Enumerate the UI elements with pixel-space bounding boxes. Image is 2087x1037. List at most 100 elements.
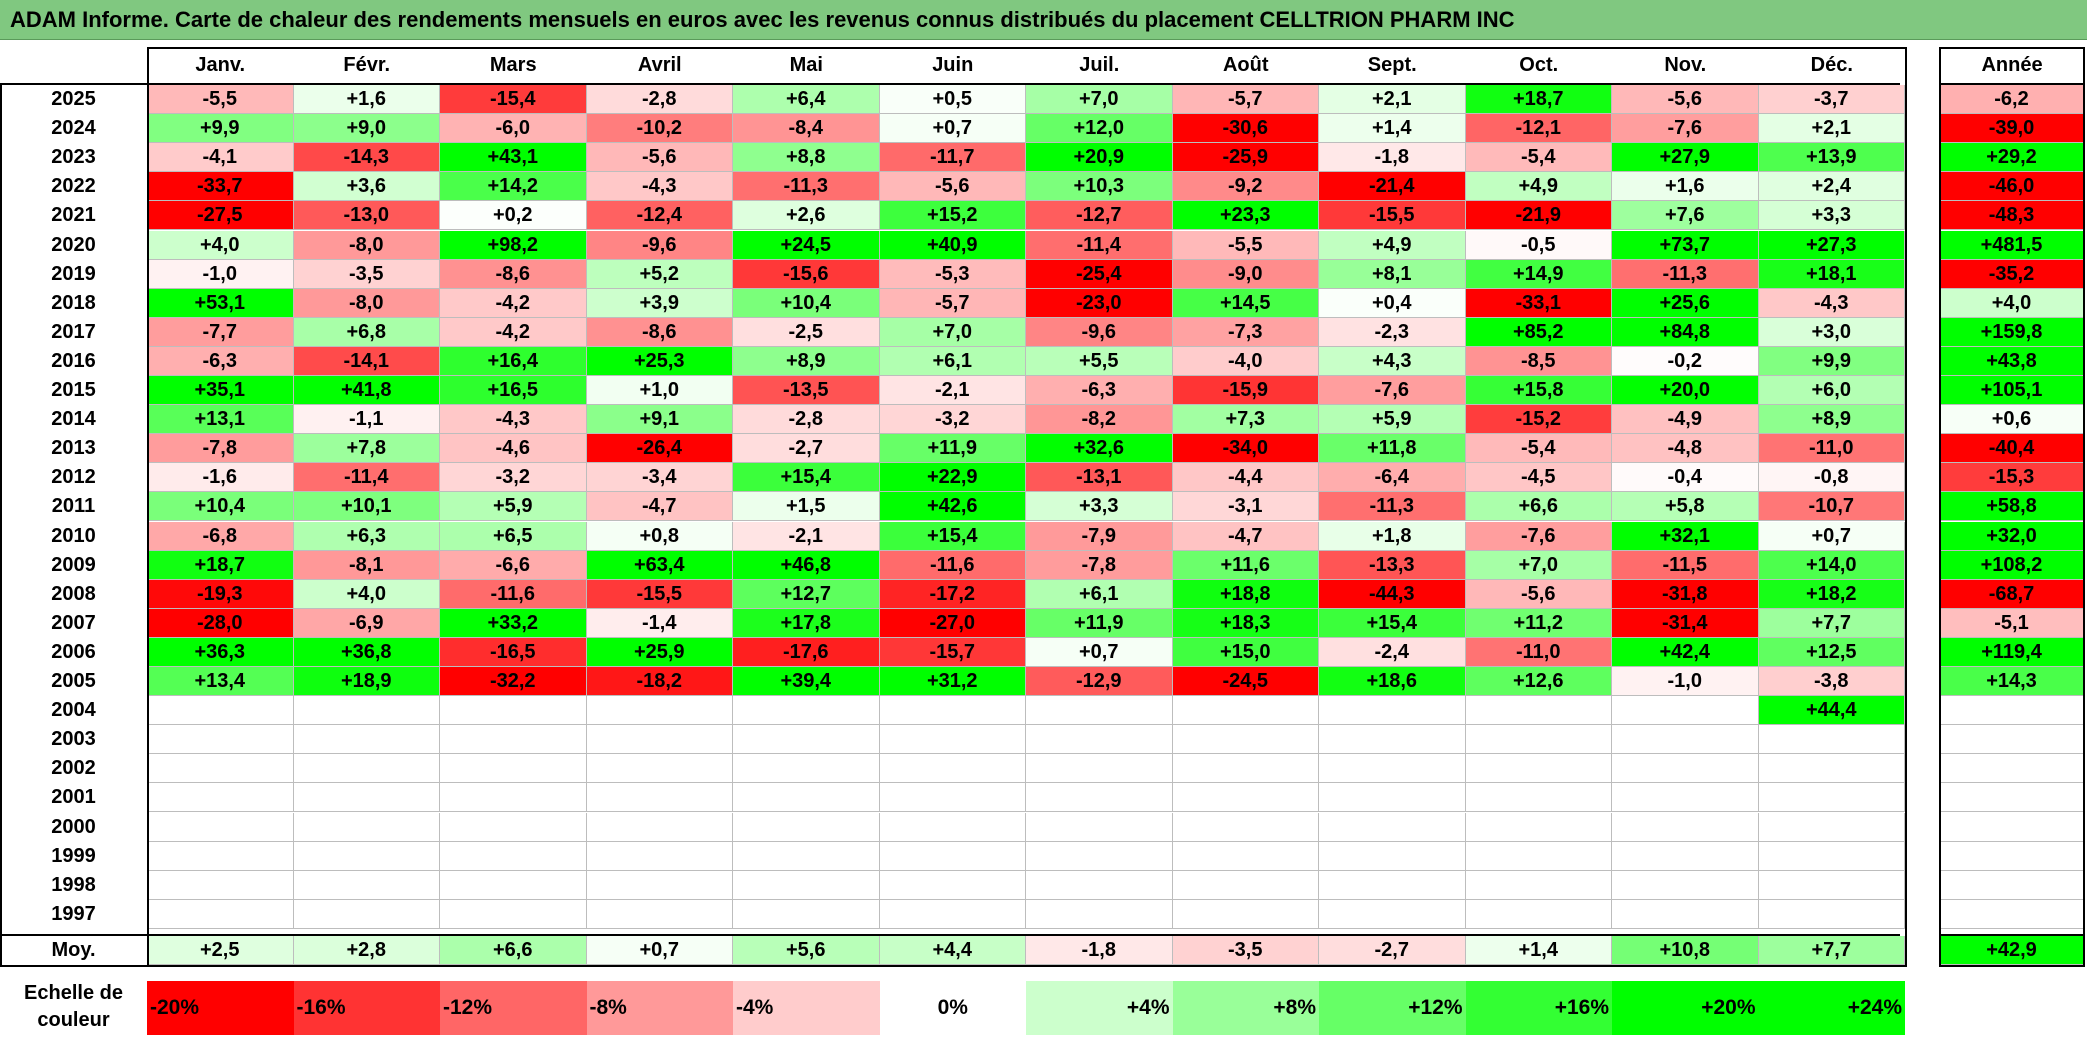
year-label: 2009: [51, 553, 96, 576]
heatmap-cell: -11,6: [440, 579, 587, 609]
heatmap-cell: [1465, 841, 1612, 871]
heatmap-cell: -28,0: [147, 608, 294, 638]
heatmap-cell: [147, 841, 294, 871]
heatmap-cell: [1319, 754, 1466, 784]
heatmap-cell: +11,8: [1319, 434, 1466, 464]
heatmap-cell: -4,2: [440, 288, 587, 318]
annual-cell: -46,0: [1939, 172, 2085, 202]
annual-cell: -6,2: [1939, 85, 2085, 115]
heatmap-cell: -4,3: [586, 172, 733, 202]
annual-cell: [1939, 870, 2085, 900]
heatmap-cell: +53,1: [147, 288, 294, 318]
heatmap-cell: [147, 783, 294, 813]
heatmap-cell: -11,3: [733, 172, 880, 202]
year-label: 2025: [51, 88, 96, 110]
heatmap-cell: -27,5: [147, 201, 294, 231]
heatmap-cell: +3,9: [586, 288, 733, 318]
heatmap-cell: -2,7: [733, 434, 880, 464]
heatmap-cell: +14,9: [1465, 259, 1612, 289]
heatmap-cell: [440, 899, 587, 929]
heatmap-cell: [879, 754, 1026, 784]
heatmap-cell: +41,8: [293, 376, 440, 406]
year-total-header: Année: [1981, 54, 2043, 76]
heatmap-cell: [1612, 841, 1759, 871]
heatmap-cell: [293, 899, 440, 929]
heatmap-cell: +39,4: [733, 667, 880, 697]
heatmap-cell: -8,6: [440, 259, 587, 289]
heatmap-cell: -1,4: [586, 608, 733, 638]
heatmap-cell: [1465, 899, 1612, 929]
heatmap-cell: -13,3: [1319, 550, 1466, 580]
heatmap-cell: +2,4: [1758, 172, 1905, 202]
heatmap-cell: +9,9: [147, 114, 294, 144]
heatmap-cell: -0,4: [1612, 463, 1759, 493]
heatmap-cell: +15,4: [879, 521, 1026, 551]
heatmap-cell: +13,9: [1758, 143, 1905, 173]
heatmap-cell: [1465, 812, 1612, 842]
heatmap-cell: -9,6: [1026, 317, 1173, 347]
heatmap-cell: -31,4: [1612, 608, 1759, 638]
heatmap-cell: +98,2: [440, 230, 587, 260]
heatmap-cell: -8,4: [733, 114, 880, 144]
heatmap-cell: -19,3: [147, 579, 294, 609]
heatmap-cell: +6,1: [1026, 579, 1173, 609]
heatmap-cell: +36,8: [293, 637, 440, 667]
heatmap-cell: [879, 870, 1026, 900]
annual-cell: -39,0: [1939, 114, 2085, 144]
heatmap-cell: [1172, 696, 1319, 726]
heatmap-cell: -33,7: [147, 172, 294, 202]
heatmap-cell: -23,0: [1026, 288, 1173, 318]
heatmap-cell: -15,9: [1172, 376, 1319, 406]
heatmap-cell: -5,4: [1465, 434, 1612, 464]
heatmap-cell: +4,9: [1319, 230, 1466, 260]
heatmap-cell: +18,9: [293, 667, 440, 697]
heatmap-cell: +18,6: [1319, 667, 1466, 697]
heatmap-cell: [1319, 870, 1466, 900]
heatmap-cell: +22,9: [879, 463, 1026, 493]
heatmap-cell: +11,9: [879, 434, 1026, 464]
heatmap-cell: +7,6: [1612, 201, 1759, 231]
heatmap-cell: [293, 870, 440, 900]
heatmap-cell: +32,6: [1026, 434, 1173, 464]
annual-cell: -48,3: [1939, 201, 2085, 231]
heatmap-cell: -8,2: [1026, 405, 1173, 435]
month-header: Août: [1222, 54, 1269, 76]
heatmap-cell: [1172, 812, 1319, 842]
color-scale-swatch: -20%: [147, 981, 294, 1035]
heatmap-cell: +63,4: [586, 550, 733, 580]
heatmap-cell: [1172, 899, 1319, 929]
heatmap-cell: -10,7: [1758, 492, 1905, 522]
heatmap-cell: -5,6: [586, 143, 733, 173]
annual-cell: +32,0: [1939, 521, 2085, 551]
average-cell: +2,8: [293, 936, 440, 965]
heatmap-cell: -4,7: [1172, 521, 1319, 551]
year-label: 2023: [51, 146, 96, 169]
average-separator-annual: [1939, 934, 2085, 936]
heatmap-cell: +18,7: [1465, 85, 1612, 115]
heatmap-cell: [733, 899, 880, 929]
year-label: 2004: [51, 699, 96, 722]
average-cell: -3,5: [1172, 936, 1319, 965]
heatmap-cell: +0,2: [440, 201, 587, 231]
heatmap-cell: -21,9: [1465, 201, 1612, 231]
heatmap-cell: +32,1: [1612, 521, 1759, 551]
heatmap-cell: -5,5: [1172, 230, 1319, 260]
heatmap-cell: +12,6: [1465, 667, 1612, 697]
month-header: Avril: [637, 54, 682, 76]
annual-cell: +159,8: [1939, 317, 2085, 347]
heatmap-cell: +35,1: [147, 376, 294, 406]
color-scale-swatch: +8%: [1172, 981, 1319, 1035]
heatmap-cell: [1172, 870, 1319, 900]
color-scale-swatch: +24%: [1758, 981, 1905, 1035]
month-header: Juil.: [1079, 54, 1120, 76]
heatmap-cell: +18,8: [1172, 579, 1319, 609]
average-cell: +7,7: [1758, 936, 1905, 965]
heatmap-cell: [293, 841, 440, 871]
month-header: Sept.: [1367, 54, 1417, 76]
heatmap-cell: [1612, 899, 1759, 929]
annual-cell: -40,4: [1939, 434, 2085, 464]
heatmap-cell: +15,4: [733, 463, 880, 493]
heatmap-cell: +7,3: [1172, 405, 1319, 435]
heatmap-cell: +14,5: [1172, 288, 1319, 318]
heatmap-cell: -11,4: [1026, 230, 1173, 260]
